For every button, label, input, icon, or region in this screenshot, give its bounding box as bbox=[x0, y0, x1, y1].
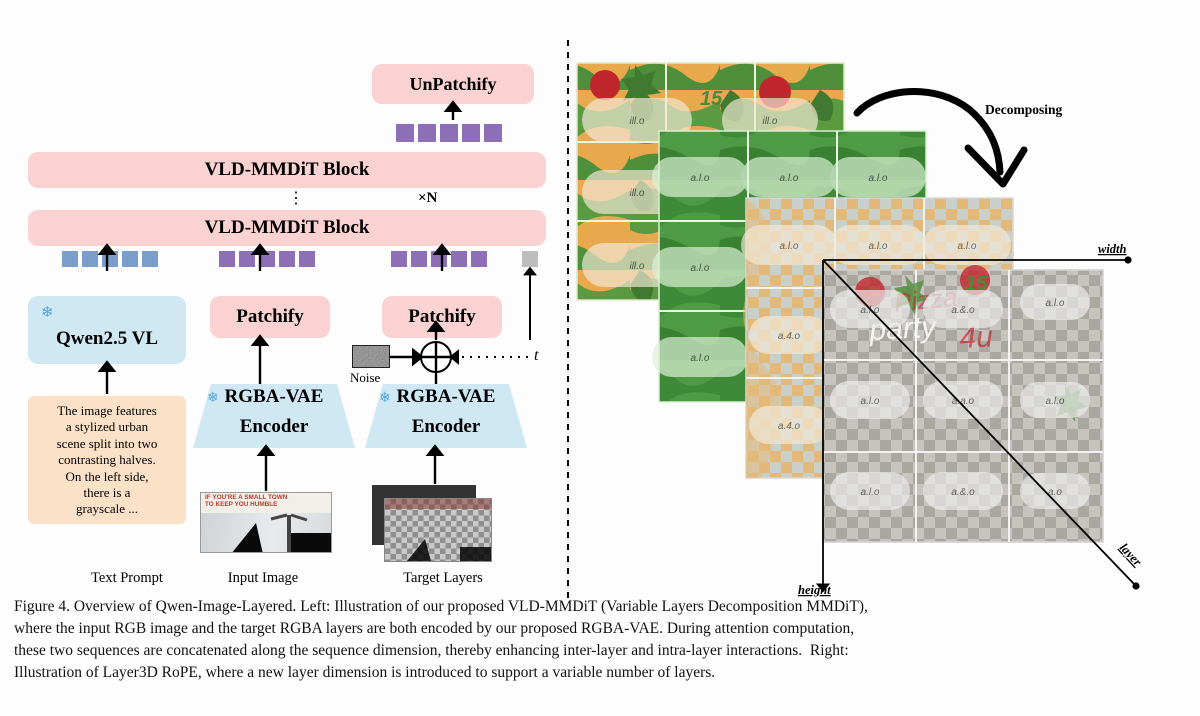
svg-text:a.l.o: a.l.o bbox=[869, 173, 888, 184]
svg-text:a.l.o: a.l.o bbox=[691, 353, 710, 364]
svg-text:a.l.o: a.l.o bbox=[869, 241, 888, 252]
svg-text:Decomposing: Decomposing bbox=[985, 102, 1062, 117]
svg-text:a.l.o: a.l.o bbox=[691, 263, 710, 274]
svg-text:a.4.o: a.4.o bbox=[778, 421, 801, 432]
svg-text:ill.o: ill.o bbox=[762, 116, 777, 127]
svg-text:a.l.o: a.l.o bbox=[1046, 396, 1065, 407]
svg-text:ill.o: ill.o bbox=[629, 116, 644, 127]
svg-text:a.l.o: a.l.o bbox=[780, 173, 799, 184]
svg-text:ill.o: ill.o bbox=[629, 261, 644, 272]
svg-text:a.l.o: a.l.o bbox=[780, 241, 799, 252]
svg-text:a.4.o: a.4.o bbox=[778, 331, 801, 342]
svg-text:ill.o: ill.o bbox=[629, 188, 644, 199]
svg-text:layer: layer bbox=[1117, 540, 1145, 568]
svg-text:a.l.o: a.l.o bbox=[861, 305, 880, 316]
svg-text:a.l.o: a.l.o bbox=[958, 241, 977, 252]
svg-text:width: width bbox=[1098, 242, 1127, 256]
svg-text:a.l.o: a.l.o bbox=[691, 173, 710, 184]
svg-text:a.&.o: a.&.o bbox=[951, 305, 975, 316]
svg-text:a.&.o: a.&.o bbox=[951, 487, 975, 498]
svg-text:15: 15 bbox=[700, 88, 723, 110]
svg-text:a.l.o: a.l.o bbox=[861, 487, 880, 498]
svg-text:height: height bbox=[798, 583, 831, 597]
svg-text:a.l.o: a.l.o bbox=[861, 396, 880, 407]
svg-text:a.l.o: a.l.o bbox=[1046, 298, 1065, 309]
